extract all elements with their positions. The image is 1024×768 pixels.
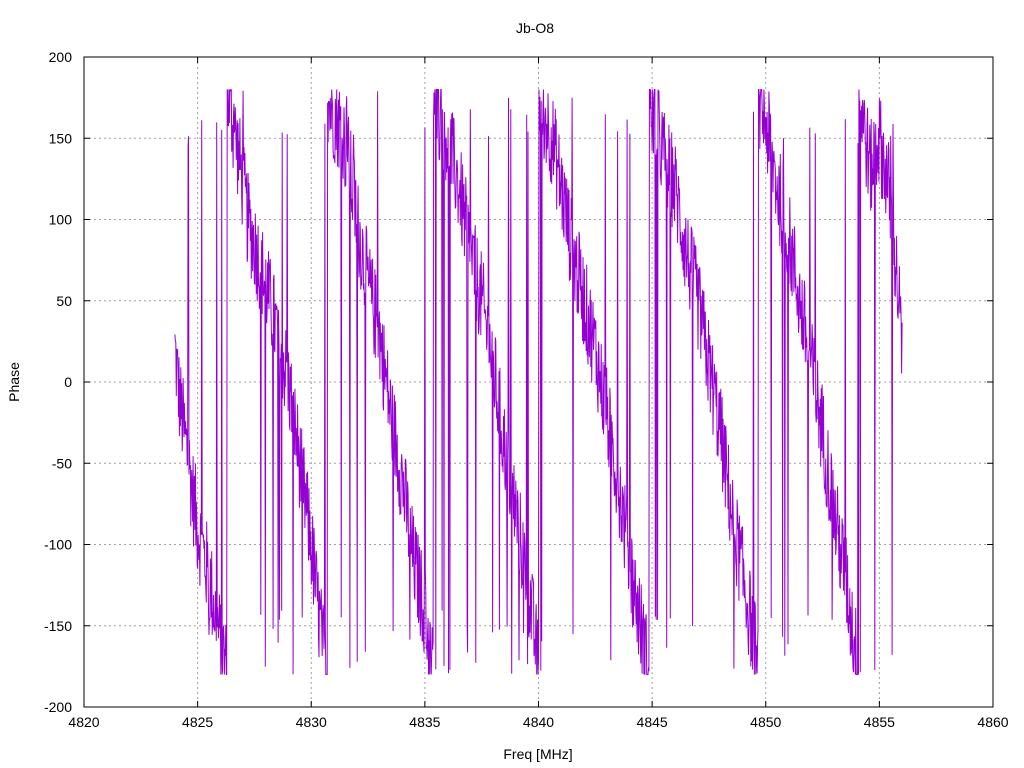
y-tick-label: -150 — [44, 618, 72, 634]
y-tick-label: 150 — [49, 130, 73, 146]
y-tick-label: 0 — [64, 374, 72, 390]
y-tick-label: -200 — [44, 699, 72, 715]
y-axis-title: Phase — [6, 362, 22, 402]
y-tick-label: 50 — [56, 293, 72, 309]
y-tick-label: 200 — [49, 49, 73, 65]
x-tick-label: 4835 — [409, 714, 440, 730]
y-tick-label: 100 — [49, 212, 73, 228]
tick-labels: 4820 4825 4830 4835 4840 4845 4850 4855 4860 -200… — [44, 49, 1009, 730]
axis-ticks — [83, 56, 994, 708]
y-tick-label: -100 — [44, 537, 72, 553]
phase-series-line — [174, 88, 903, 675]
x-tick-label: 4850 — [750, 714, 781, 730]
x-tick-label: 4825 — [182, 714, 213, 730]
x-tick-label: 4855 — [864, 714, 895, 730]
x-axis-title: Freq [MHz] — [503, 746, 572, 762]
x-tick-label: 4840 — [523, 714, 554, 730]
x-tick-label: 4820 — [68, 714, 99, 730]
x-tick-label: 4860 — [977, 714, 1008, 730]
x-tick-label: 4845 — [637, 714, 668, 730]
data-series — [174, 88, 903, 675]
x-tick-label: 4830 — [296, 714, 327, 730]
y-tick-label: -50 — [52, 455, 72, 471]
chart-title: Jb-O8 — [516, 20, 554, 36]
